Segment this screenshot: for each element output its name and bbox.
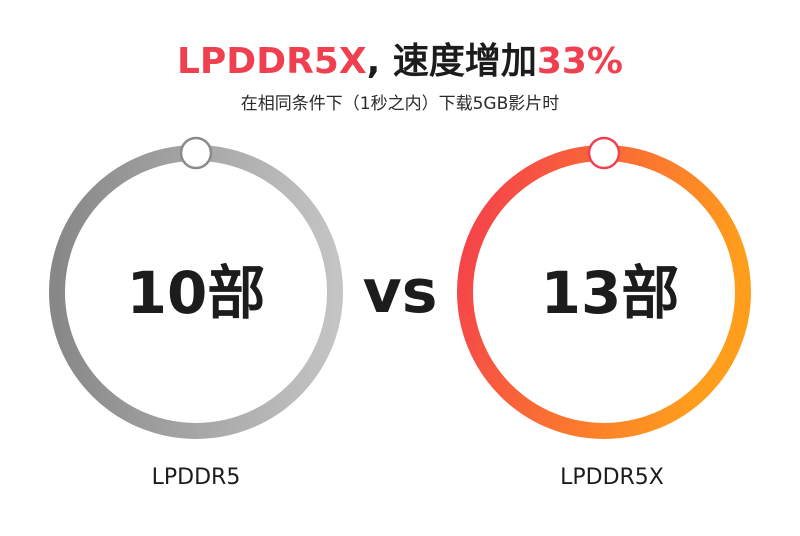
- subtitle: 在相同条件下（1秒之内）下载5GB影片时: [240, 94, 560, 114]
- headline: LPDDR5X, 速度增加33%: [0, 40, 800, 84]
- vs-label: vs: [362, 257, 438, 327]
- left-ring-label: LPDDR5: [151, 465, 241, 490]
- headline-percentage: 33%: [536, 41, 623, 82]
- headline-middle: , 速度增加: [366, 41, 537, 82]
- right-ring-knob: [587, 136, 621, 170]
- right-ring-label: LPDDR5X: [560, 465, 664, 490]
- left-ring-knob: [179, 136, 213, 170]
- headline-product: LPDDR5X: [176, 41, 367, 82]
- left-ring-value: 10部: [126, 259, 266, 327]
- right-ring-value: 13部: [540, 259, 680, 327]
